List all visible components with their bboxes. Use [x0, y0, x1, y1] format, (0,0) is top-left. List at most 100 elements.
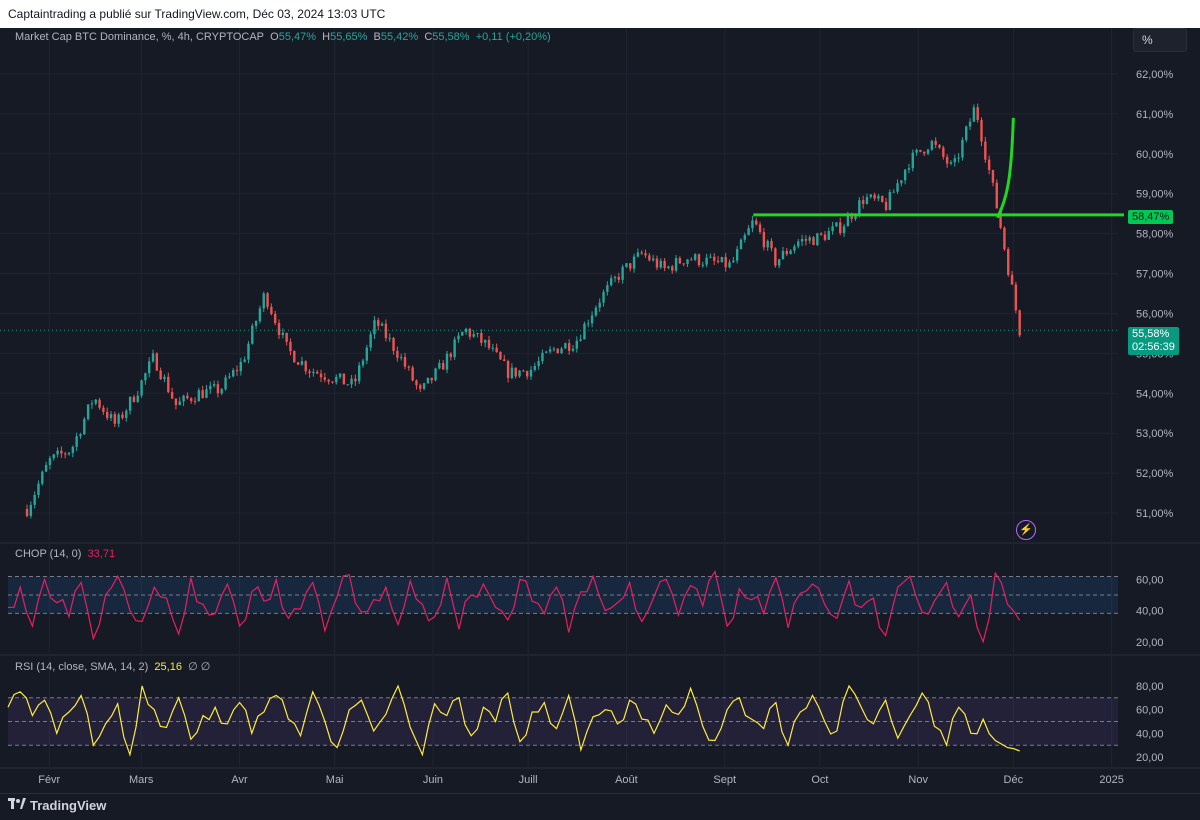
candle-body	[541, 352, 544, 362]
candle-body	[140, 380, 143, 396]
candle-body	[220, 389, 223, 394]
candle-body	[674, 258, 678, 271]
candle-body	[426, 377, 430, 384]
candle-body	[903, 169, 907, 181]
candle-body	[892, 191, 895, 193]
candle-body	[228, 376, 231, 378]
candle-body	[403, 357, 407, 367]
candle-body	[560, 348, 563, 354]
candle-body	[827, 231, 830, 240]
candle-body	[934, 140, 937, 145]
candle-body	[384, 323, 388, 339]
brand[interactable]: TradingView	[8, 798, 106, 813]
y-tick-label: 53,00%	[1136, 428, 1174, 440]
candle-body	[965, 126, 968, 140]
candle-body	[968, 121, 972, 127]
candle-body	[365, 347, 369, 361]
candle-body	[312, 371, 315, 374]
candle-body	[548, 349, 552, 352]
candle-body	[621, 266, 624, 280]
chop-y-tick: 20,00	[1136, 637, 1164, 649]
x-tick-label: Nov	[908, 774, 928, 786]
candle-body	[293, 351, 296, 363]
candle-body	[151, 353, 155, 362]
candle-body	[514, 367, 517, 377]
candle-body	[777, 259, 781, 266]
candle-body	[231, 370, 235, 377]
candle-body	[713, 256, 716, 261]
candle-body	[480, 333, 483, 343]
x-tick-label: Avr	[231, 774, 248, 786]
candle-body	[995, 182, 998, 209]
candle-body	[743, 235, 746, 240]
candle-body	[797, 241, 800, 247]
candle-body	[751, 220, 754, 229]
x-tick-label: Juin	[423, 774, 443, 786]
candle-body	[25, 509, 29, 517]
candle-body	[44, 464, 48, 472]
candle-body	[953, 158, 956, 163]
close-value: 55,58%	[432, 31, 470, 43]
candle-body	[300, 361, 304, 365]
candle-body	[205, 389, 208, 398]
chart-canvas[interactable]: Févr Mars Avr Mai Juin Juill Août Sept Oct Nov Déc…	[0, 28, 1200, 793]
last-price-value: 55,58%	[1132, 328, 1170, 340]
candle-body	[842, 226, 846, 234]
candle-body	[567, 343, 571, 351]
candle-body	[94, 399, 97, 404]
candle-body	[938, 144, 941, 148]
y-tick-label: 51,00%	[1136, 508, 1174, 520]
low-value: 55,42%	[380, 31, 419, 43]
candle-body	[881, 196, 884, 202]
candle-body	[575, 340, 579, 349]
rsi-extra: ∅ ∅	[188, 661, 211, 673]
chart-area[interactable]: Févr Mars Avr Mai Juin Juill Août Sept Oct Nov Déc…	[0, 28, 1200, 793]
candle-body	[888, 192, 892, 210]
candle-body	[209, 385, 212, 390]
candle-body	[56, 450, 59, 455]
y-tick-label: 54,00%	[1136, 388, 1174, 400]
candle-body	[907, 168, 911, 170]
candle-body	[884, 201, 888, 210]
last-price-tag: 55,58% 02:56:39	[1128, 327, 1179, 355]
candle-body	[598, 302, 601, 308]
candle-body	[308, 371, 311, 374]
candle-body	[121, 414, 124, 418]
candle-body	[136, 395, 139, 402]
candle-body	[503, 359, 506, 362]
low-label: B	[373, 31, 381, 43]
candle-body	[407, 366, 411, 368]
rsi-line	[7, 684, 1020, 757]
x-tick-label: Juill	[519, 774, 538, 786]
candle-body	[491, 347, 495, 349]
candle-body	[854, 214, 857, 219]
candle-body	[800, 239, 804, 242]
candle-body	[693, 254, 697, 260]
candle-body	[476, 333, 479, 335]
lightning-icon[interactable]: ⚡	[1016, 520, 1036, 540]
candle-body	[728, 262, 731, 268]
candle-body	[48, 458, 52, 465]
publisher-text: Captaintrading a publié sur TradingView.…	[8, 7, 386, 21]
candle-body	[296, 362, 300, 365]
candle-body	[915, 149, 918, 153]
tradingview-logo-icon	[8, 798, 26, 813]
y-tick-label: 56,00%	[1136, 308, 1174, 320]
candle-body	[900, 180, 903, 184]
candle-body	[342, 373, 346, 385]
candle-body	[861, 200, 865, 204]
candle-body	[98, 399, 101, 408]
y-tick-label: 60,00%	[1136, 149, 1174, 161]
candle-body	[273, 313, 277, 324]
candle-body	[529, 369, 533, 377]
candle-body	[1014, 284, 1018, 311]
candle-body	[64, 453, 67, 455]
candle-body	[331, 381, 334, 383]
candle-body	[587, 323, 590, 325]
candle-body	[732, 260, 735, 263]
candle-body	[510, 367, 514, 378]
candle-body	[399, 357, 403, 359]
x-tick-label: Déc	[1004, 774, 1024, 786]
percent-scale-button[interactable]: %	[1133, 28, 1187, 52]
rsi-y-tick: 60,00	[1136, 705, 1164, 717]
